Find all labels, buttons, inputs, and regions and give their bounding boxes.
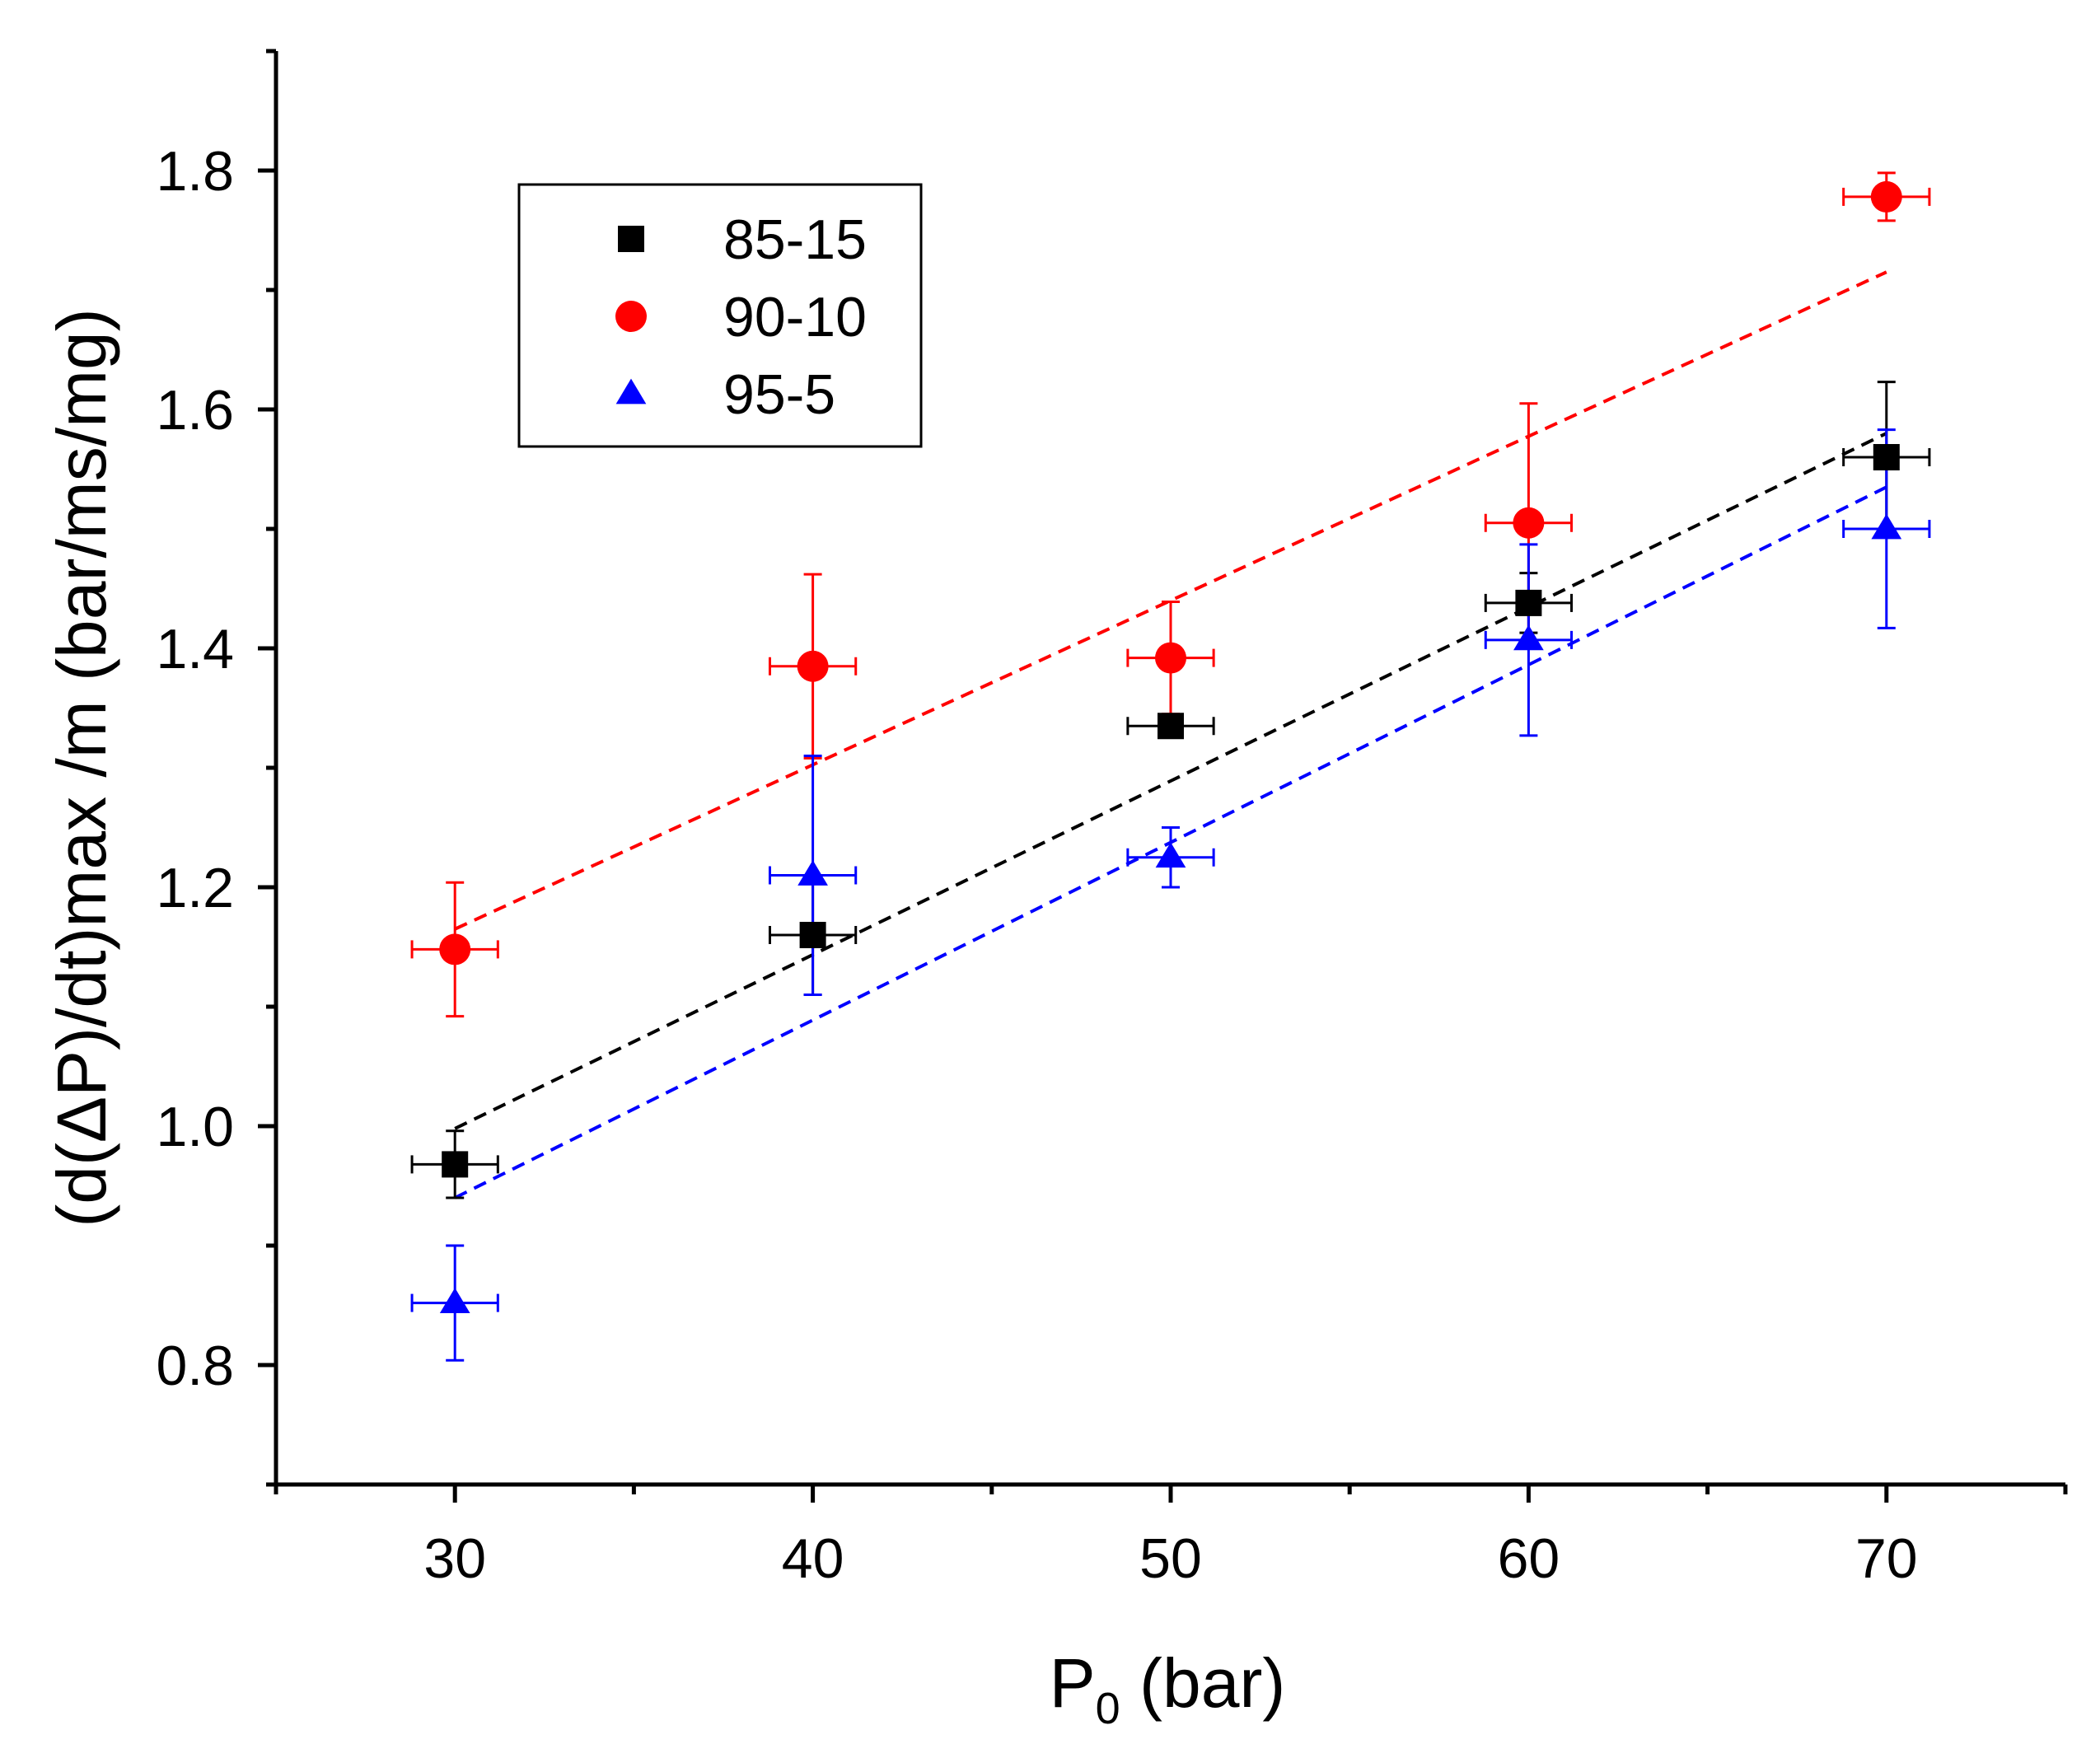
markers [439, 180, 1902, 1314]
data-point-95-5 [797, 860, 828, 886]
x-tick-label: 70 [1855, 1527, 1918, 1590]
data-point-95-5 [439, 1288, 470, 1314]
data-point-90-10 [797, 650, 829, 682]
legend-marker-95-5 [615, 378, 647, 404]
data-point-90-10 [1513, 507, 1545, 539]
x-axis-title: P0 (bar) [1050, 1644, 1286, 1733]
fit-line-85-15 [454, 432, 1887, 1130]
x-tick-label: 40 [782, 1527, 844, 1590]
x-ticks: 30 40 50 60 70 [274, 1485, 2068, 1590]
legend-label-90-10: 90-10 [723, 286, 867, 348]
fit-line-90-10 [454, 270, 1887, 931]
y-axis-title: (d(ΔP)/dt)max /m (bar/ms/mg) [43, 308, 120, 1227]
data-point-85-15 [442, 1151, 469, 1178]
y-ticks: 0.8 1.0 1.2 1.4 1.6 1.8 [156, 49, 276, 1487]
legend-label-85-15: 85-15 [723, 208, 867, 271]
data-point-90-10 [1155, 642, 1186, 674]
data-point-90-10 [1870, 180, 1902, 213]
data-point-85-15 [1515, 589, 1542, 616]
y-tick-label: 1.2 [156, 857, 234, 919]
y-tick-label: 1.6 [156, 379, 234, 442]
x-tick-label: 30 [423, 1527, 486, 1590]
data-point-95-5 [1513, 624, 1544, 651]
x-tick-label: 50 [1139, 1527, 1202, 1590]
y-tick-label: 1.8 [156, 140, 234, 203]
data-point-85-15 [799, 922, 826, 948]
x-tick-label: 60 [1498, 1527, 1560, 1590]
y-tick-label: 1.0 [156, 1096, 234, 1158]
legend-marker-90-10 [615, 301, 647, 332]
data-point-95-5 [1871, 513, 1902, 540]
data-point-95-5 [1155, 842, 1186, 868]
legend-box [517, 183, 923, 448]
y-tick-label: 0.8 [156, 1335, 234, 1397]
legend-marker-85-15 [618, 226, 644, 252]
data-point-85-15 [1873, 444, 1900, 470]
y-tick-label: 1.4 [156, 618, 234, 680]
legend-label-95-5: 95-5 [723, 363, 835, 426]
data-point-90-10 [439, 933, 471, 966]
data-point-85-15 [1158, 713, 1184, 740]
legend: 85-15 90-10 95-5 [517, 183, 923, 448]
